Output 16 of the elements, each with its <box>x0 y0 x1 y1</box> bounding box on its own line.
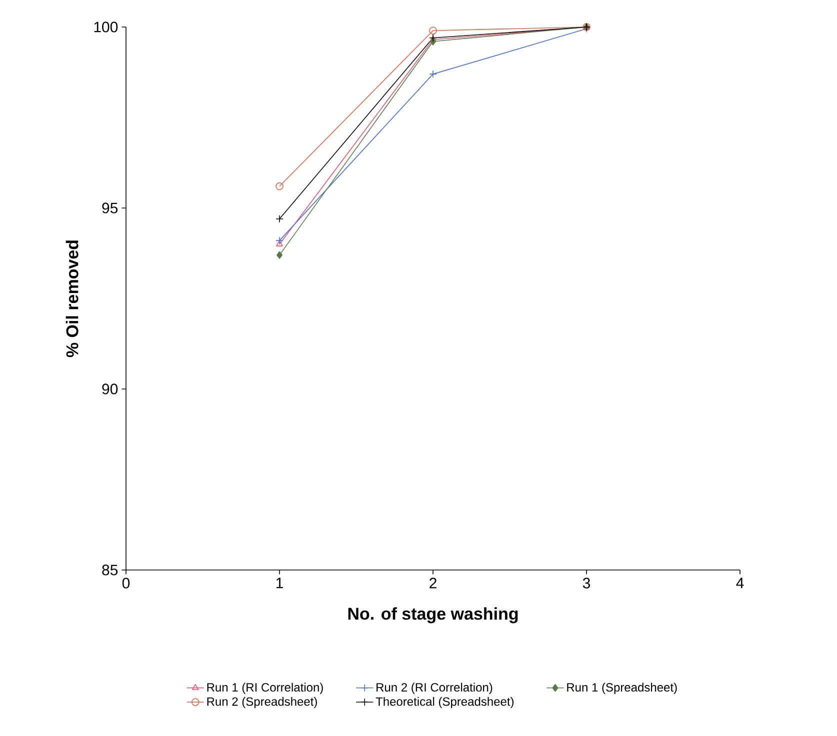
y-tick-label: 95 <box>102 202 118 214</box>
x-tick-label: 1 <box>276 578 283 588</box>
x-tick-label: 3 <box>582 578 590 588</box>
x-tick-label: 2 <box>430 578 436 588</box>
y-tick-label: 90 <box>102 384 118 394</box>
y-tick-label: 100 <box>94 22 118 32</box>
legend-label: Theoretical (Spreadsheet) <box>376 697 514 708</box>
x-axis-title: No. of stage washing <box>348 607 518 624</box>
x-tick-label: 0 <box>122 578 130 588</box>
y-axis-title: % Oil removed <box>66 240 78 358</box>
y-tick-label: 85 <box>102 564 118 576</box>
legend-label: Run 1 (Spreadsheet) <box>567 682 677 694</box>
legend-label: Run 2 (Spreadsheet) <box>207 697 317 708</box>
legend-label: Run 1 (RI Correlation) <box>207 682 323 694</box>
x-tick-label: 4 <box>736 578 744 588</box>
legend-label: Run 2 (RI Correlation) <box>376 682 492 694</box>
